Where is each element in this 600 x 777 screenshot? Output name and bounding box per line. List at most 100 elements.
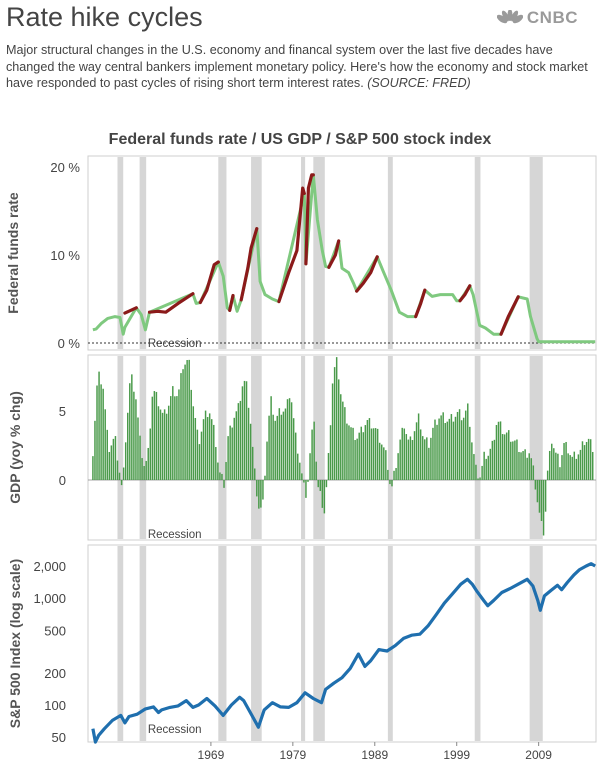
gdp-bar bbox=[462, 417, 465, 480]
gdp-bar bbox=[544, 480, 547, 512]
gdp-bar bbox=[254, 468, 256, 480]
gdp-bar bbox=[417, 413, 420, 480]
recession-band bbox=[313, 546, 325, 741]
gdp-bar bbox=[143, 465, 145, 480]
gdp-bar bbox=[118, 472, 121, 480]
gdp-bar bbox=[376, 428, 379, 480]
gdp-bar bbox=[522, 451, 524, 480]
y-axis-label: Federal funds rate bbox=[5, 192, 21, 314]
gdp-bar bbox=[438, 418, 440, 480]
gdp-bar bbox=[340, 394, 342, 480]
gdp-bar bbox=[548, 450, 551, 480]
gdp-bar bbox=[151, 396, 154, 480]
gdp-bar bbox=[440, 415, 442, 480]
gdp-bar bbox=[299, 462, 301, 480]
gdp-bar bbox=[430, 437, 432, 480]
recession-band bbox=[387, 546, 393, 741]
gdp-bar bbox=[446, 421, 449, 480]
gdp-bar bbox=[321, 480, 324, 508]
gdp-bar bbox=[264, 475, 266, 480]
gdp-bar bbox=[311, 429, 313, 480]
gdp-bar bbox=[553, 448, 555, 480]
gdp-bar bbox=[469, 426, 471, 480]
gdp-bar bbox=[399, 439, 401, 480]
gdp-bar bbox=[313, 421, 315, 480]
gdp-bar bbox=[358, 432, 360, 480]
gdp-bar bbox=[464, 410, 467, 480]
gdp-bar bbox=[587, 438, 590, 480]
gdp-bar bbox=[505, 432, 508, 480]
gdp-bar bbox=[424, 439, 426, 480]
gdp-bar bbox=[344, 407, 346, 480]
gdp-bar bbox=[364, 425, 367, 480]
gdp-bar bbox=[483, 451, 485, 480]
subtitle-text: Major structural changes in the U.S. eco… bbox=[6, 43, 588, 90]
recession-band bbox=[251, 356, 262, 539]
series-line-hike bbox=[239, 227, 259, 302]
recession-band bbox=[313, 356, 325, 539]
gdp-bar bbox=[444, 423, 446, 480]
gdp-bar bbox=[458, 409, 461, 480]
gdp-bar bbox=[247, 407, 250, 480]
gdp-bar bbox=[473, 454, 475, 480]
gdp-bar bbox=[510, 441, 512, 480]
gdp-bar bbox=[106, 429, 108, 480]
gdp-bar bbox=[221, 473, 223, 480]
cnbc-logo: CNBC bbox=[496, 8, 578, 28]
gdp-bar bbox=[133, 391, 135, 480]
gdp-bar bbox=[426, 437, 428, 480]
gdp-bar bbox=[124, 442, 127, 480]
recession-band bbox=[251, 546, 262, 741]
gdp-bar bbox=[397, 453, 399, 480]
gdp-bar bbox=[518, 451, 520, 480]
gdp-bar bbox=[309, 453, 311, 480]
gdp-bar bbox=[170, 396, 172, 480]
gdp-bar bbox=[194, 417, 197, 480]
gdp-bar bbox=[135, 399, 137, 480]
gdp-bar bbox=[381, 444, 383, 480]
gdp-bar bbox=[229, 425, 231, 480]
gdp-bar bbox=[149, 428, 152, 480]
gdp-bar bbox=[526, 457, 528, 480]
gdp-bar bbox=[235, 411, 238, 480]
y-tick-label: 0 % bbox=[58, 336, 81, 351]
peacock-icon bbox=[496, 10, 523, 24]
gdp-bar bbox=[571, 456, 573, 480]
series-line-hike bbox=[277, 186, 306, 304]
gdp-bar bbox=[499, 421, 502, 480]
gdp-bar bbox=[362, 432, 365, 480]
gdp-bar bbox=[129, 383, 131, 480]
gdp-bar bbox=[319, 480, 322, 491]
gdp-bar bbox=[542, 480, 545, 536]
gdp-bar bbox=[161, 412, 164, 480]
gdp-bar bbox=[534, 480, 537, 490]
gdp-bar bbox=[323, 480, 326, 514]
gdp-bar bbox=[467, 403, 469, 480]
gdp-bar bbox=[403, 428, 406, 480]
series-line-hike bbox=[198, 260, 220, 305]
recession-band bbox=[387, 157, 393, 349]
gdp-bar bbox=[276, 415, 279, 480]
x-tick-label: 1979 bbox=[279, 748, 306, 762]
series-line-hike bbox=[327, 239, 341, 269]
recession-label: Recession bbox=[148, 724, 202, 736]
gdp-bar bbox=[583, 445, 586, 480]
gdp-bar bbox=[159, 409, 162, 480]
gdp-bar bbox=[540, 480, 543, 521]
gdp-bar bbox=[256, 480, 258, 497]
recession-band bbox=[474, 157, 481, 349]
gdp-bar bbox=[489, 448, 492, 480]
gdp-bar bbox=[190, 389, 192, 480]
gdp-bar bbox=[557, 453, 559, 480]
gdp-bar bbox=[186, 360, 188, 480]
gdp-bar bbox=[223, 480, 225, 488]
x-tick-label: 1969 bbox=[198, 748, 225, 762]
gdp-bar bbox=[122, 467, 125, 480]
gdp-bar bbox=[495, 425, 498, 480]
y-tick-label: 200 bbox=[44, 666, 66, 681]
gdp-bar bbox=[163, 409, 166, 480]
gdp-bar bbox=[569, 455, 571, 480]
gdp-bar bbox=[471, 442, 473, 480]
recession-band bbox=[139, 546, 147, 741]
